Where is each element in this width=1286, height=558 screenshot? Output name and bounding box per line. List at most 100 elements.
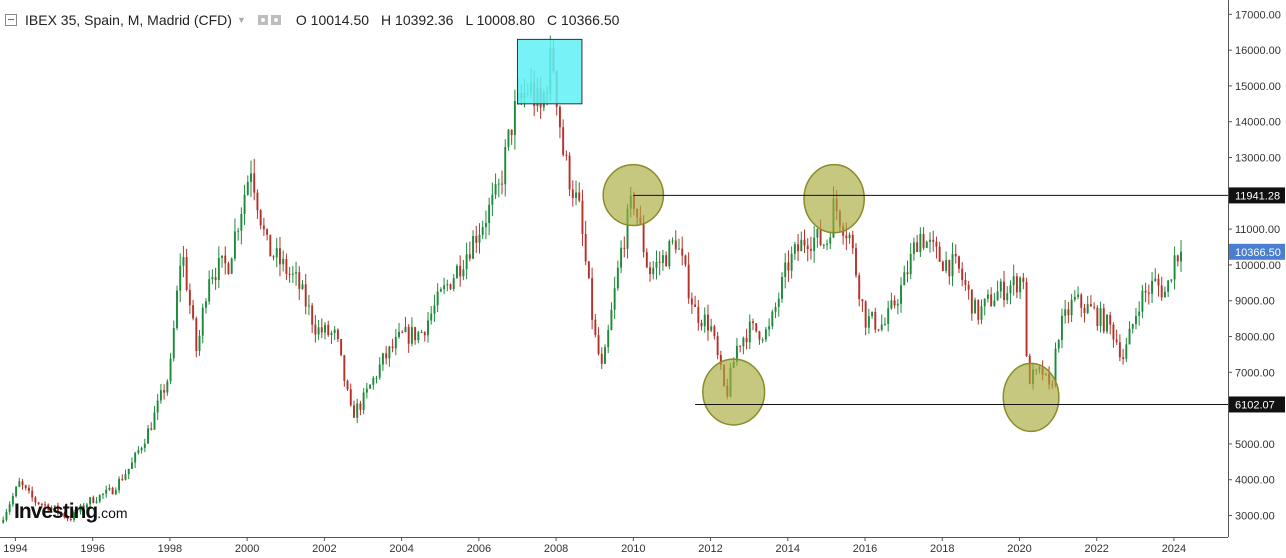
candle-body <box>594 319 597 336</box>
candle-body <box>719 354 722 366</box>
candle-body <box>1144 290 1147 293</box>
candle-body <box>166 381 169 393</box>
candle-body <box>806 245 809 250</box>
candle-body <box>8 504 11 512</box>
candle-body <box>620 247 623 268</box>
candle-body <box>678 248 680 250</box>
candle-body <box>974 299 977 314</box>
candle-body <box>353 405 355 418</box>
y-tick-label: 4000.00 <box>1235 475 1275 487</box>
candle-body <box>919 233 922 253</box>
y-tick-label: 17000.00 <box>1235 9 1281 21</box>
candle-body <box>446 284 449 286</box>
candle-body <box>600 353 603 364</box>
x-tick-label: 1996 <box>80 543 104 555</box>
highlight-ellipse <box>803 163 865 234</box>
candle-body <box>63 513 66 518</box>
candle-body <box>301 284 304 289</box>
candle-body <box>1060 315 1063 341</box>
candle-body <box>484 223 487 228</box>
candle-body <box>1157 278 1160 286</box>
candle-body <box>153 412 156 430</box>
candle-body <box>819 228 822 245</box>
candle-body <box>1176 255 1179 262</box>
candle-body <box>607 329 610 348</box>
candle-body <box>481 227 484 235</box>
candle-body <box>739 345 742 347</box>
candle-body <box>1022 277 1025 282</box>
candle-body <box>410 327 413 344</box>
candle-body <box>150 428 153 430</box>
candle-body <box>76 511 79 513</box>
candle-body <box>140 447 143 451</box>
ohlc-high: H 10392.36 <box>381 12 454 28</box>
x-tick-label: 2022 <box>1084 543 1108 555</box>
candle-body <box>330 333 333 335</box>
candle-body <box>1012 276 1015 286</box>
candle-body <box>269 234 272 257</box>
candle-body <box>314 324 317 335</box>
candle-body <box>880 324 883 330</box>
x-tick-label: 2016 <box>853 543 877 555</box>
candle-body <box>745 337 748 343</box>
chart-header: IBEX 35, Spain, M, Madrid (CFD) ▼ O 1001… <box>5 10 619 30</box>
candles-group <box>2 35 1182 524</box>
x-tick-label: 2018 <box>930 543 954 555</box>
candle-body <box>401 331 404 333</box>
y-tick-label: 13000.00 <box>1235 153 1281 165</box>
candle-body <box>1154 278 1157 281</box>
candle-body <box>1054 348 1057 386</box>
candle-body <box>378 364 381 378</box>
candle-body <box>343 355 346 381</box>
candle-body <box>227 263 230 274</box>
candle-body <box>1070 299 1073 316</box>
candle-body <box>687 264 690 299</box>
candle-body <box>259 210 262 226</box>
candle-body <box>298 272 301 289</box>
candle-body <box>623 247 626 249</box>
candle-body <box>92 497 95 503</box>
candle-body <box>855 248 857 276</box>
candle-body <box>111 487 114 495</box>
candle-body <box>89 497 92 505</box>
candle-body <box>761 339 764 341</box>
candle-body <box>938 246 941 262</box>
candle-body <box>108 487 111 490</box>
collapse-icon[interactable] <box>5 14 17 26</box>
candle-body <box>845 235 848 239</box>
chevron-down-icon[interactable]: ▼ <box>236 15 246 25</box>
candle-body <box>967 284 970 290</box>
candle-body <box>176 290 178 329</box>
investing-logo: Investing.com <box>14 500 128 524</box>
candle-body <box>85 504 88 509</box>
candle-body <box>427 320 429 336</box>
candle-body <box>710 326 713 331</box>
x-tick-label: 2020 <box>1007 543 1031 555</box>
candle-body <box>282 258 285 265</box>
candle-body <box>929 239 931 242</box>
candle-body <box>114 490 117 495</box>
candle-body <box>102 493 104 495</box>
candle-body <box>626 208 629 249</box>
candle-body <box>661 255 664 263</box>
candle-body <box>674 240 677 250</box>
settings-icon[interactable] <box>270 15 281 25</box>
candle-body <box>809 249 812 251</box>
candle-body <box>983 298 986 307</box>
candle-body <box>903 272 906 286</box>
candle-body <box>848 234 851 239</box>
candle-body <box>970 289 973 314</box>
candle-body <box>703 314 706 327</box>
candle-body <box>455 265 458 279</box>
candle-body <box>1141 290 1144 312</box>
candle-body <box>986 294 989 299</box>
candle-body <box>359 403 362 410</box>
candle-body <box>694 304 697 307</box>
candle-body <box>1131 324 1134 329</box>
candle-body <box>285 258 288 274</box>
candle-body <box>697 306 700 323</box>
visibility-icon[interactable] <box>257 15 268 25</box>
candle-body <box>980 306 983 320</box>
candle-body <box>513 101 516 136</box>
